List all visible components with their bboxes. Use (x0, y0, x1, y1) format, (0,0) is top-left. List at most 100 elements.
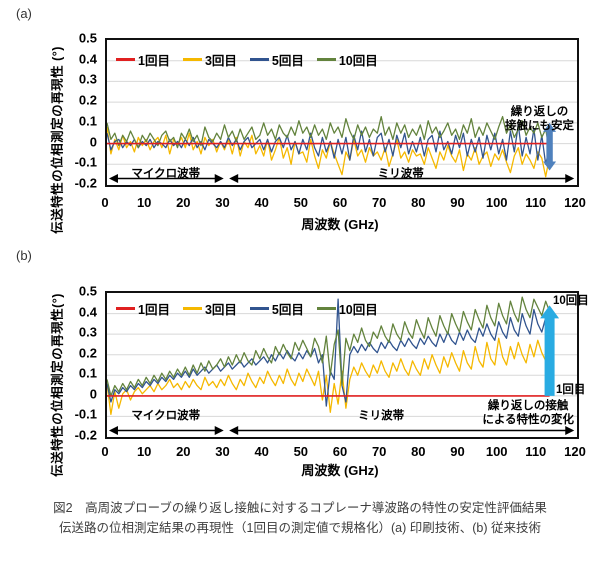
legend-swatch (249, 58, 269, 61)
chart-a-x-axis-label: 周波数 (GHz) (301, 217, 379, 232)
y-tick-label: -0.2 (74, 175, 97, 191)
legend-item-10回目: 10回目 (316, 50, 378, 69)
chart-b-canvas (107, 296, 577, 435)
y-tick-label: 0.3 (78, 71, 97, 87)
x-tick-label: 40 (254, 444, 269, 459)
chart-b-change-note: 繰り返しの接触 による特性の変化 (482, 399, 574, 427)
x-tick-label: 40 (254, 195, 269, 210)
band-range-arrow (229, 174, 239, 183)
legend-label: 10回目 (338, 303, 378, 317)
chart-a-stability-note: 繰り返しの 接触にも安定 (505, 105, 574, 133)
y-tick-label: 0.5 (78, 30, 97, 46)
chart-b-plot-area: 1回目 3回目 5回目 10回目 マイクロ波帯 ミリ波帯 10回目 1回目 繰り返しの… (105, 291, 589, 439)
legend-item-5回目: 5回目 (249, 50, 304, 69)
band-range-arrow (214, 426, 224, 435)
change-up-arrow (540, 305, 560, 319)
legend-item-5回目: 5回目 (249, 299, 304, 318)
chart-a-legend: 1回目 3回目 5回目 10回目 (116, 50, 378, 69)
y-tick-label: 0.1 (78, 365, 97, 381)
legend-swatch (116, 58, 135, 61)
band-range-arrow (565, 426, 575, 435)
band-range-arrow (214, 174, 224, 183)
x-tick-label: 80 (411, 444, 426, 459)
y-tick-label: -0.1 (74, 154, 97, 170)
x-tick-label: 110 (525, 444, 547, 459)
legend-swatch (316, 58, 336, 61)
panel-a-label: (a) (16, 6, 32, 21)
y-tick-label: -0.2 (74, 427, 97, 443)
chart-a-stability-note-line1: 繰り返しの (510, 106, 569, 118)
chart-b-x-ticks: 0 10 20 30 40 50 60 70 80 90 100 110 120 (101, 444, 585, 460)
chart-b-y-ticks: 0.5 0.4 0.3 0.2 0.1 0 -0.1 -0.2 (59, 284, 97, 443)
legend-swatch (316, 307, 336, 310)
legend-swatch (182, 58, 202, 61)
x-tick-label: 50 (293, 195, 309, 210)
chart-b-millimeter-band-label: ミリ波帯 (358, 410, 405, 422)
legend-label: 10回目 (338, 54, 378, 68)
chart-a-canvas (107, 60, 577, 183)
x-tick-label: 30 (215, 195, 230, 210)
y-tick-label: 0.1 (78, 113, 97, 129)
x-tick-label: 90 (450, 444, 465, 459)
y-tick-label: 0.2 (78, 92, 97, 108)
x-tick-label: 20 (176, 195, 191, 210)
x-tick-label: 60 (332, 444, 348, 459)
series-line-5回目 (107, 298, 551, 407)
x-tick-label: 100 (485, 195, 508, 210)
y-tick-label: 0.4 (78, 304, 97, 320)
x-tick-label: 20 (176, 444, 191, 459)
chart-a-microwave-band-label: マイクロ波帯 (131, 168, 201, 180)
x-tick-label: 0 (101, 195, 109, 210)
legend-item-1回目: 1回目 (116, 299, 170, 318)
x-tick-label: 60 (332, 195, 348, 210)
chart-a-millimeter-band-label: ミリ波帯 (377, 168, 424, 180)
chart-b-microwave-band-label: マイクロ波帯 (131, 410, 201, 422)
y-tick-label: 0 (89, 134, 97, 150)
panel-b-label: (b) (16, 248, 32, 263)
legend-swatch (116, 307, 135, 310)
legend-swatch (249, 307, 269, 310)
x-tick-label: 90 (450, 195, 465, 210)
y-tick-label: 0 (89, 386, 97, 402)
stability-double-arrow (546, 130, 553, 163)
figure-caption-line1: 図2 高周波プローブの繰り返し接触に対するコプレーナ導波路の特性の安定性評価結果 (53, 501, 547, 515)
x-tick-label: 0 (101, 444, 109, 459)
x-tick-label: 10 (136, 195, 152, 210)
legend-item-3回目: 3回目 (182, 50, 237, 69)
x-tick-label: 120 (564, 444, 586, 459)
chart-a-stability-note-line2: 接触にも安定 (505, 120, 574, 133)
chart-a-x-ticks: 0 10 20 30 40 50 60 70 80 90 100 110 120 (101, 195, 585, 211)
x-tick-label: 100 (485, 444, 508, 459)
x-tick-label: 110 (525, 195, 547, 210)
y-tick-label: -0.1 (74, 406, 97, 422)
x-tick-label: 10 (136, 444, 152, 459)
figure-caption-line2: 伝送路の位相測定結果の再現性（1回目の測定値で規格化）(a) 印刷技術、(b) … (59, 521, 541, 535)
chart-b-legend: 1回目 3回目 5回目 10回目 (116, 299, 378, 318)
stability-double-arrow (543, 161, 557, 171)
chart-b-arrow-bottom-label: 1回目 (556, 384, 586, 396)
stability-double-arrow (543, 122, 557, 132)
x-tick-label: 70 (371, 444, 387, 459)
y-tick-label: 0.4 (78, 51, 97, 67)
x-tick-label: 80 (411, 195, 426, 210)
y-tick-label: 0.2 (78, 345, 97, 361)
band-range-arrow (108, 426, 118, 435)
legend-label: 5回目 (271, 303, 304, 317)
legend-swatch (182, 307, 202, 310)
series-line-10回目 (107, 296, 551, 397)
x-tick-label: 50 (293, 444, 309, 459)
x-tick-label: 30 (215, 444, 230, 459)
band-range-arrow (229, 426, 239, 435)
chart-b-change-note-line2: による特性の変化 (482, 414, 574, 427)
y-tick-label: 0.3 (78, 324, 97, 340)
x-tick-label: 120 (564, 195, 586, 210)
change-up-arrow (544, 317, 555, 396)
chart-b-arrow-top-label: 10回目 (553, 295, 589, 307)
chart-b-x-axis-label: 周波数 (GHz) (301, 463, 379, 478)
legend-item-3回目: 3回目 (182, 299, 237, 318)
legend-item-10回目: 10回目 (316, 299, 378, 318)
x-tick-label: 70 (371, 195, 387, 210)
legend-label: 3回目 (204, 303, 237, 317)
series-line-10回目 (107, 115, 551, 153)
